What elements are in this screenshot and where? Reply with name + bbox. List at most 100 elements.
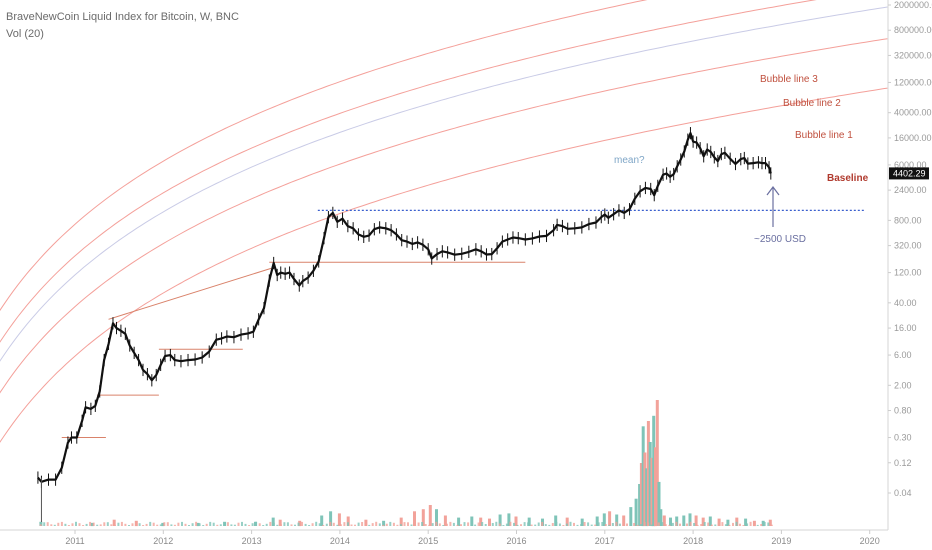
volume-bar [431,523,434,526]
volume-bar [110,524,113,526]
volume-bar [337,513,341,526]
volume-bar [304,523,307,526]
volume-bar [502,525,505,526]
volume-bar [753,523,756,526]
bubble-line-1-label: Bubble line 1 [795,130,853,141]
volume-bar [530,524,533,526]
volume-bar [513,522,515,526]
volume-bar [721,522,724,526]
volume-bar [657,481,661,526]
volume-bar [435,521,438,526]
volume-bar [527,517,531,526]
volume-bar [279,524,282,526]
volume-bar [399,517,403,526]
volume-bar [645,468,649,527]
x-tick-label: 2015 [418,536,438,546]
volume-bar [272,522,275,526]
volume-bar [650,457,654,527]
volume-bar [668,524,671,526]
volume-bar [615,521,618,526]
volume-bar [106,522,109,526]
y-tick-label: 16.00 [894,323,917,333]
volume-bar [371,523,374,526]
volume-bar [173,524,176,526]
volume-bar [457,517,461,526]
volume-bar [761,520,765,527]
volume-bar [438,523,441,526]
volume-bar [541,522,544,526]
volume-bar [669,517,672,526]
volume-bar [233,524,236,526]
volume-bar [212,522,215,526]
y-tick-label: 0.30 [894,433,912,443]
volume-bar [534,524,537,526]
volume-bar [177,522,180,526]
y-tick-label: 0.04 [894,488,912,498]
volume-bar [654,447,657,527]
volume-bar [336,524,339,526]
annotations: Bubble line 3 Bubble line 2 Bubble line 1 B… [614,74,869,245]
volume-bar [615,514,619,527]
volume-bar [149,521,152,526]
baseline-curve [0,87,888,443]
volume-bar [452,522,455,526]
volume-bar [435,509,438,526]
volume-bar [580,518,584,526]
y-tick-label: 40.00 [894,298,917,308]
volume-bar [262,525,265,526]
volume-label: Vol (20) [6,28,44,40]
volume-bar [117,522,120,526]
volume-bar [188,525,190,526]
volume-bar [159,524,162,526]
volume-bar [265,523,268,526]
volume-bar [643,452,647,526]
volume-bar [131,523,134,526]
volume-bar [449,521,452,526]
volume-bar [271,517,275,526]
volume-bar [216,524,219,526]
volume-bar [113,524,116,526]
volume-bar [258,523,261,526]
volume-bar [488,518,491,526]
volume-bar [378,523,381,526]
volume-bar [641,426,645,527]
volume-bar [682,525,685,526]
volume-bar [347,522,349,526]
y-tick-label: 320.00 [894,241,922,251]
y-tick-label: 6000.00 [894,160,927,170]
volume-bar [474,524,477,526]
volume-bar [389,521,392,526]
volume-bar [315,521,318,526]
volume-bar [368,524,371,526]
volume-bar [283,522,286,526]
volume-bar [652,415,656,527]
volume-bar [662,515,666,526]
volume-bar [595,516,599,526]
volume-bar [294,524,296,526]
y-tick-label: 2400.00 [894,185,927,195]
volume-bar [717,522,720,526]
volume-bar [714,524,717,526]
volume-bar [128,525,130,526]
y-tick-label: 16000.00 [894,133,932,143]
volume-bar [498,514,502,527]
volume-bar [43,522,46,526]
volume-bar [726,519,730,526]
volume-bar [385,523,388,526]
volume-bar [64,523,67,526]
volume-bar [760,524,763,526]
volume-bar [251,523,254,526]
volume-bar [53,524,56,526]
price-series [37,127,772,522]
volume-bar [184,523,187,526]
volume-bar [350,524,353,526]
volume-bar [152,522,155,526]
volume-bar [191,523,194,526]
volume-bar [643,522,646,526]
volume-bar [71,523,74,526]
volume-bar [638,484,642,526]
volume-bar [195,521,198,526]
volume-bar [477,522,480,526]
